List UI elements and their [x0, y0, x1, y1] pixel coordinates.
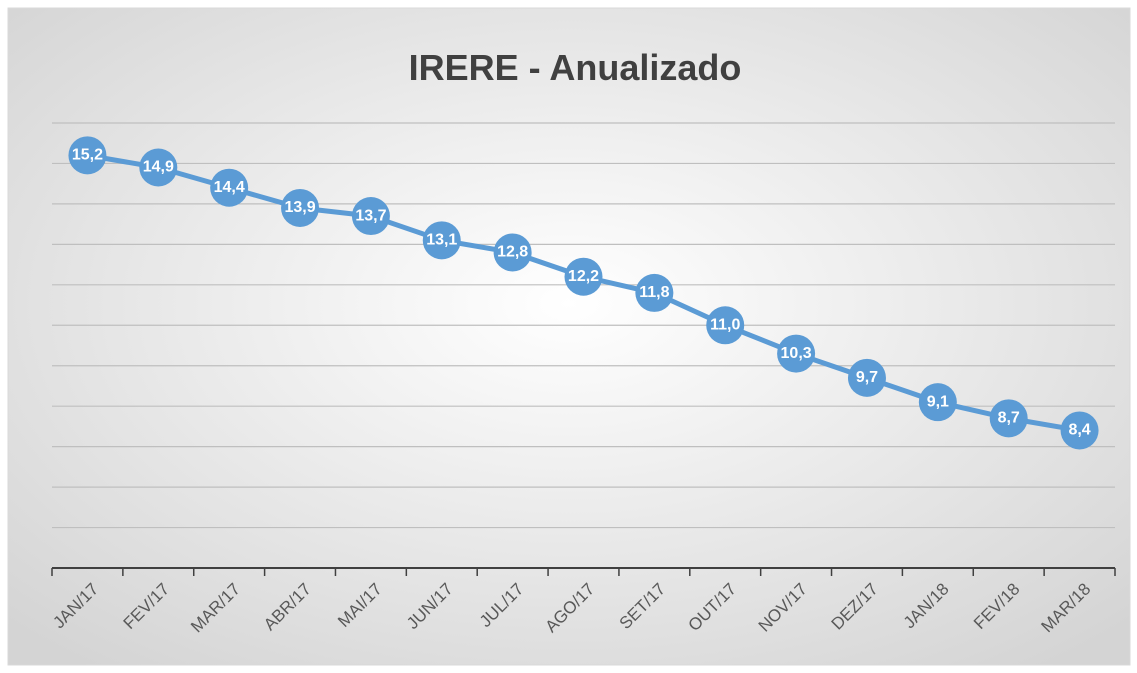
data-label: 12,8 — [497, 244, 528, 261]
data-label: 10,3 — [781, 345, 812, 362]
marker — [989, 399, 1028, 438]
marker — [68, 136, 107, 175]
data-label: 9,7 — [856, 369, 878, 386]
marker — [281, 188, 320, 227]
chart-title: IRERE - Anualizado — [409, 47, 742, 88]
data-label: 13,1 — [426, 232, 457, 249]
data-label: 13,7 — [355, 207, 386, 224]
marker — [210, 168, 249, 207]
data-label: 11,0 — [710, 316, 740, 333]
data-label: 8,7 — [998, 410, 1020, 427]
data-label: 9,1 — [927, 393, 949, 410]
data-label: 8,4 — [1068, 422, 1090, 439]
marker — [847, 358, 886, 397]
marker — [706, 306, 745, 345]
marker — [777, 334, 816, 373]
data-label: 11,8 — [639, 284, 669, 301]
chart-background — [7, 7, 1131, 666]
data-label: 15,2 — [72, 147, 103, 164]
data-label: 14,9 — [143, 159, 174, 176]
marker — [493, 233, 532, 272]
marker — [918, 383, 957, 422]
marker — [564, 257, 603, 296]
marker — [351, 197, 390, 236]
marker — [139, 148, 178, 187]
data-label: 12,2 — [568, 268, 599, 285]
marker — [635, 273, 674, 312]
marker — [1060, 411, 1099, 450]
data-label: 13,9 — [284, 199, 315, 216]
marker — [422, 221, 461, 260]
data-label: 14,4 — [214, 179, 245, 196]
